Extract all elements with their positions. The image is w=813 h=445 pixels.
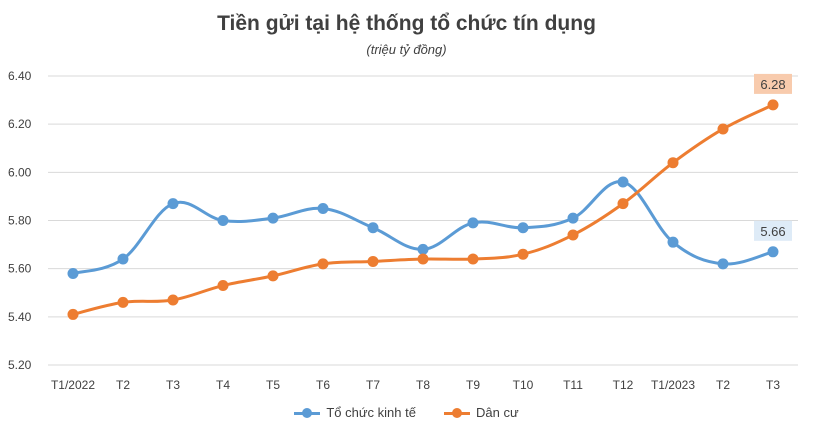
y-tick-label: 6.00 <box>8 165 32 179</box>
data-point <box>217 280 229 292</box>
data-label: 5.66 <box>760 224 785 239</box>
data-point <box>117 296 129 308</box>
x-tick-label: T11 <box>563 378 583 392</box>
legend-label: Tổ chức kinh tế <box>326 405 416 420</box>
y-tick-label: 5.80 <box>8 214 32 228</box>
legend: Tổ chức kinh tế Dân cư <box>0 405 813 420</box>
y-tick-label: 5.20 <box>8 358 32 372</box>
y-tick-label: 6.40 <box>8 69 32 83</box>
data-point <box>267 270 279 282</box>
data-point <box>517 248 529 260</box>
data-point <box>667 157 679 169</box>
legend-marker-icon <box>443 407 470 419</box>
chart-subtitle: (triệu tỷ đồng) <box>366 42 447 57</box>
data-point <box>467 217 479 229</box>
x-tick-label: T5 <box>266 378 280 392</box>
x-tick-label: T10 <box>513 378 534 392</box>
data-point <box>767 246 779 258</box>
legend-item-to-chuc-kinh-te: Tổ chức kinh tế <box>294 405 416 420</box>
data-label-box <box>754 220 792 241</box>
data-point <box>117 253 129 265</box>
x-tick-label: T4 <box>216 378 230 392</box>
data-point <box>317 202 329 214</box>
data-point <box>367 255 379 267</box>
data-point <box>517 222 529 234</box>
data-point <box>617 176 629 188</box>
x-tick-label: T9 <box>466 378 480 392</box>
x-tick-label: T7 <box>366 378 380 392</box>
legend-label: Dân cư <box>475 405 519 420</box>
x-tick-label: T3 <box>766 378 780 392</box>
legend-marker-icon <box>294 407 321 419</box>
data-point <box>317 258 329 270</box>
data-point <box>467 253 479 265</box>
data-label-box <box>754 73 792 94</box>
x-tick-label: T3 <box>166 378 180 392</box>
data-point <box>417 253 429 265</box>
data-point <box>167 198 179 210</box>
x-tick-label: T8 <box>416 378 430 392</box>
data-point <box>717 258 729 270</box>
data-point <box>567 229 579 241</box>
x-tick-label: T6 <box>316 378 330 392</box>
legend-item-dan-cu: Dân cư <box>443 405 519 420</box>
data-point <box>667 236 679 248</box>
x-tick-label: T1/2022 <box>51 378 95 392</box>
chart-title: Tiền gửi tại hệ thống tổ chức tín dụng <box>217 12 596 35</box>
x-tick-label: T2 <box>716 378 730 392</box>
data-point <box>67 308 79 320</box>
data-point <box>617 198 629 210</box>
x-tick-label: T1/2023 <box>651 378 695 392</box>
series-line <box>72 103 774 316</box>
x-tick-label: T2 <box>116 378 130 392</box>
data-point <box>267 212 279 224</box>
data-point <box>567 212 579 224</box>
data-point <box>67 267 79 279</box>
data-point <box>217 215 229 226</box>
data-point <box>767 99 779 111</box>
data-point <box>367 222 379 234</box>
y-tick-label: 5.60 <box>8 262 32 276</box>
data-point <box>417 243 429 255</box>
data-label: 6.28 <box>760 77 785 92</box>
x-tick-label: T12 <box>613 378 634 392</box>
y-tick-label: 5.40 <box>8 310 32 324</box>
data-point <box>717 123 729 135</box>
data-point <box>167 294 179 306</box>
y-tick-label: 6.20 <box>8 117 32 131</box>
